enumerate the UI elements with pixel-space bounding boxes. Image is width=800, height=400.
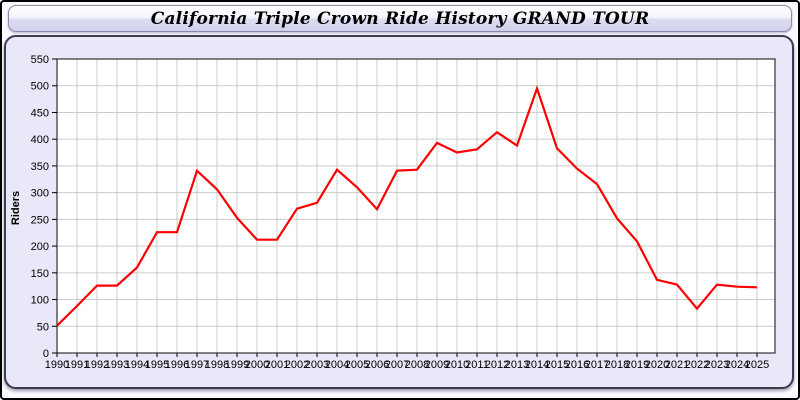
axis-ticks [52,58,758,357]
x-tick-label: 2020 [645,359,669,371]
x-tick-label: 2017 [585,359,609,371]
x-tick-label: 2013 [505,359,529,371]
y-tick-label: 150 [31,268,49,280]
data-line [56,84,758,327]
x-tick-label: 1993 [105,359,129,371]
title-bar: California Triple Crown Ride History GRA… [8,5,792,32]
y-tick-label: 450 [31,107,49,119]
x-tick-label: 1997 [185,359,209,371]
x-tick-label: 2003 [305,359,329,371]
x-tick-label: 2015 [545,359,569,371]
x-tick-label: 2022 [685,359,709,371]
x-tick-label: 1996 [165,359,189,371]
x-tick-label: 2014 [525,359,549,371]
x-tick-label: 2011 [465,359,489,371]
plot-area [57,59,775,353]
x-tick-label: 2004 [325,359,349,371]
x-tick-label: 1994 [125,359,149,371]
x-tick-label: 1992 [85,359,109,371]
y-tick-label: 400 [31,134,49,146]
x-tick-label: 2012 [485,359,509,371]
x-tick-label: 2006 [365,359,389,371]
page-title: California Triple Crown Ride History GRA… [150,8,650,29]
x-tick-label: 2025 [745,359,769,371]
y-tick-label: 500 [31,81,49,93]
y-tick-label: 350 [31,161,49,173]
x-tick-label: 1998 [205,359,229,371]
y-tick-label: 0 [43,348,49,360]
y-tick-label: 200 [31,241,49,253]
x-tick-label: 2016 [565,359,589,371]
x-tick-label: 1990 [45,359,69,371]
x-tick-label: 2021 [665,359,689,371]
y-tick-label: 50 [37,321,49,333]
x-tick-label: 2007 [385,359,409,371]
x-tick-label: 1999 [225,359,249,371]
x-tick-label: 2005 [345,359,369,371]
x-tick-label: 1995 [145,359,169,371]
axis-frame [56,58,776,354]
x-tick-label: 2002 [285,359,309,371]
x-tick-label: 2018 [605,359,629,371]
x-tick-label: 2019 [625,359,649,371]
y-tick-label: 250 [31,214,49,226]
x-tick-label: 2009 [425,359,449,371]
y-axis-title: Riders [10,191,22,225]
y-tick-labels: 0 50 100 150 200 250 300 350 400 450 500 550 [31,54,49,360]
x-tick-label: 1991 [65,359,89,371]
y-tick-label: 550 [31,54,49,66]
x-tick-label: 2024 [725,359,749,371]
x-tick-label: 2023 [705,359,729,371]
x-tick-label: 2010 [445,359,469,371]
x-tick-labels: 1990199119921993199419951996199719981999… [45,359,769,371]
y-tick-label: 300 [31,188,49,200]
x-tick-label: 2008 [405,359,429,371]
x-tick-label: 2000 [245,359,269,371]
x-tick-label: 2001 [265,359,289,371]
y-tick-label: 100 [31,295,49,307]
